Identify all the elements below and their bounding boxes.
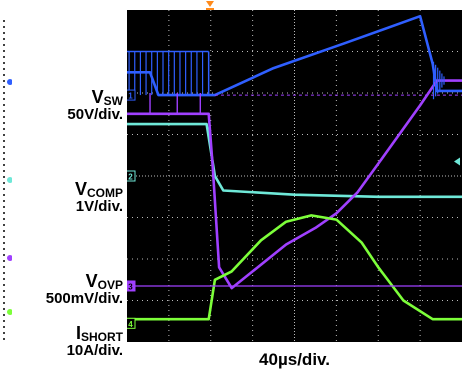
channel-marker-vovp: 3 xyxy=(127,280,136,292)
channel-marker-vcomp: 2 xyxy=(127,170,136,182)
vovp-noise-spikes xyxy=(149,93,201,114)
channel-marker-ishort: 4 xyxy=(127,317,136,329)
ishort-scale: 10A/div. xyxy=(66,342,123,359)
timebase-label: 40µs/div. xyxy=(259,350,330,369)
channel-marker-vsw: 1 xyxy=(127,89,136,101)
scope-reference-lines xyxy=(127,94,462,287)
ishort-trace xyxy=(127,214,462,321)
vovp-trace xyxy=(127,79,462,290)
channel-marker-number: 4 xyxy=(128,320,133,329)
vcomp-trace xyxy=(127,122,462,199)
channel-marker-number: 3 xyxy=(128,282,133,291)
channel-marker-number: 1 xyxy=(128,92,133,101)
adjacent-panel-lines xyxy=(3,20,13,340)
adjacent-panel-edge xyxy=(0,0,13,345)
vcomp-scale: 1V/div. xyxy=(75,198,123,215)
vsw-scale: 50V/div. xyxy=(67,106,123,123)
channel-markers: 1 2 3 4 xyxy=(127,89,460,329)
channel-label-vcomp: VCOMP 1V/div. xyxy=(75,180,123,214)
scope-traces xyxy=(127,14,462,321)
vcomp-name: VCOMP xyxy=(74,179,123,200)
scope-plot: 1 2 3 4 xyxy=(127,10,462,342)
vovp-name: VOVP xyxy=(85,271,123,292)
oscilloscope-screen: 1 2 3 4 xyxy=(127,10,462,342)
vsw-name: VSW xyxy=(91,87,123,108)
vovp-scale: 500mV/div. xyxy=(45,290,123,307)
channel-label-vovp: VOVP 500mV/div. xyxy=(46,272,123,306)
channel-marker-number: 2 xyxy=(128,173,133,182)
ishort-name: ISHORT xyxy=(75,323,123,344)
vcomp-offscreen-arrow-icon xyxy=(454,157,460,166)
channel-label-ishort: ISHORT 10A/div. xyxy=(67,324,123,358)
vsw-ringing xyxy=(432,61,445,100)
channel-label-vsw: VSW 50V/div. xyxy=(67,88,123,122)
vsw-switching-burst xyxy=(127,50,210,96)
vsw-trace xyxy=(127,14,462,97)
